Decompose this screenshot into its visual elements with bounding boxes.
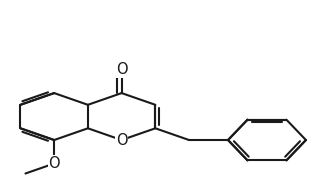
Text: O: O [116,133,127,147]
Text: O: O [48,156,60,171]
Text: O: O [116,62,127,77]
